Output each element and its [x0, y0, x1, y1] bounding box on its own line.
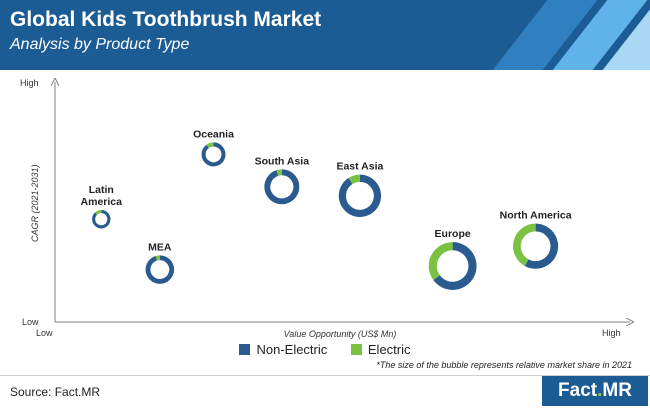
y-axis-label: CAGR (2021-2031)	[30, 164, 40, 242]
bubble-oceania-non-electric	[201, 142, 226, 167]
legend-swatch-non-electric	[239, 344, 251, 355]
bubble-europe-non-electric	[433, 242, 477, 290]
bubble-europe-electric	[428, 242, 453, 281]
factmr-logo: Fact.MR	[542, 376, 648, 406]
x-axis-label: Value Opportunity (US$ Mn)	[284, 329, 397, 339]
bubble-mea-non-electric	[145, 255, 175, 284]
footer-divider	[0, 375, 650, 376]
bubble-north-america-non-electric	[524, 223, 559, 269]
bubble-label-oceania: Oceania	[193, 128, 234, 140]
bubble-label-north-america: North America	[500, 210, 572, 222]
bubble-north-america-electric	[513, 223, 536, 266]
legend-item-electric: Electric	[350, 342, 411, 357]
bubble-latin-america-non-electric	[92, 209, 111, 229]
chart-subtitle: Analysis by Product Type	[10, 36, 190, 53]
legend-label-electric: Electric	[367, 342, 411, 357]
bubble-latin-america-electric	[94, 209, 102, 215]
legend-label-non-electric: Non-Electric	[256, 342, 328, 357]
bubble-south-asia-non-electric	[264, 169, 300, 205]
source-text: Source: Fact.MR	[10, 385, 101, 399]
x-tick-high: High	[602, 328, 621, 338]
bubble-chart: High Low Low High CAGR (2021-2031) Value…	[20, 78, 650, 339]
legend-swatch-electric	[350, 344, 362, 355]
y-tick-low: Low	[22, 317, 39, 327]
legend-item-non-electric: Non-Electric	[239, 342, 327, 357]
logo-text-mr: MR	[602, 380, 632, 401]
bubble-label-south-asia: South Asia	[255, 155, 310, 167]
bubbles-group: Latin America MEA Oceania South Asia East Asi…	[81, 128, 572, 290]
bubble-east-asia-non-electric	[338, 174, 382, 217]
bubble-south-asia-electric	[276, 169, 282, 176]
bubble-label-latin-america: Latin America	[81, 184, 123, 208]
bubble-oceania-electric	[206, 142, 214, 149]
header-banner: Global Kids Toothbrush Market Analysis b…	[0, 0, 650, 70]
chart-title: Global Kids Toothbrush Market	[10, 8, 322, 31]
bubble-size-note: *The size of the bubble represents relat…	[376, 360, 632, 370]
bubble-label-europe: Europe	[435, 228, 471, 240]
logo-text-dot: .	[597, 380, 603, 401]
x-tick-low: Low	[36, 328, 53, 338]
bubble-label-mea: MEA	[148, 241, 172, 253]
legend: Non-Electric Electric	[0, 342, 650, 357]
y-tick-high: High	[20, 78, 39, 88]
logo-text-fact: Fact	[558, 380, 598, 401]
bubble-label-east-asia: East Asia	[336, 161, 383, 173]
bubble-east-asia-electric	[348, 174, 361, 185]
bubble-mea-electric	[155, 255, 160, 261]
